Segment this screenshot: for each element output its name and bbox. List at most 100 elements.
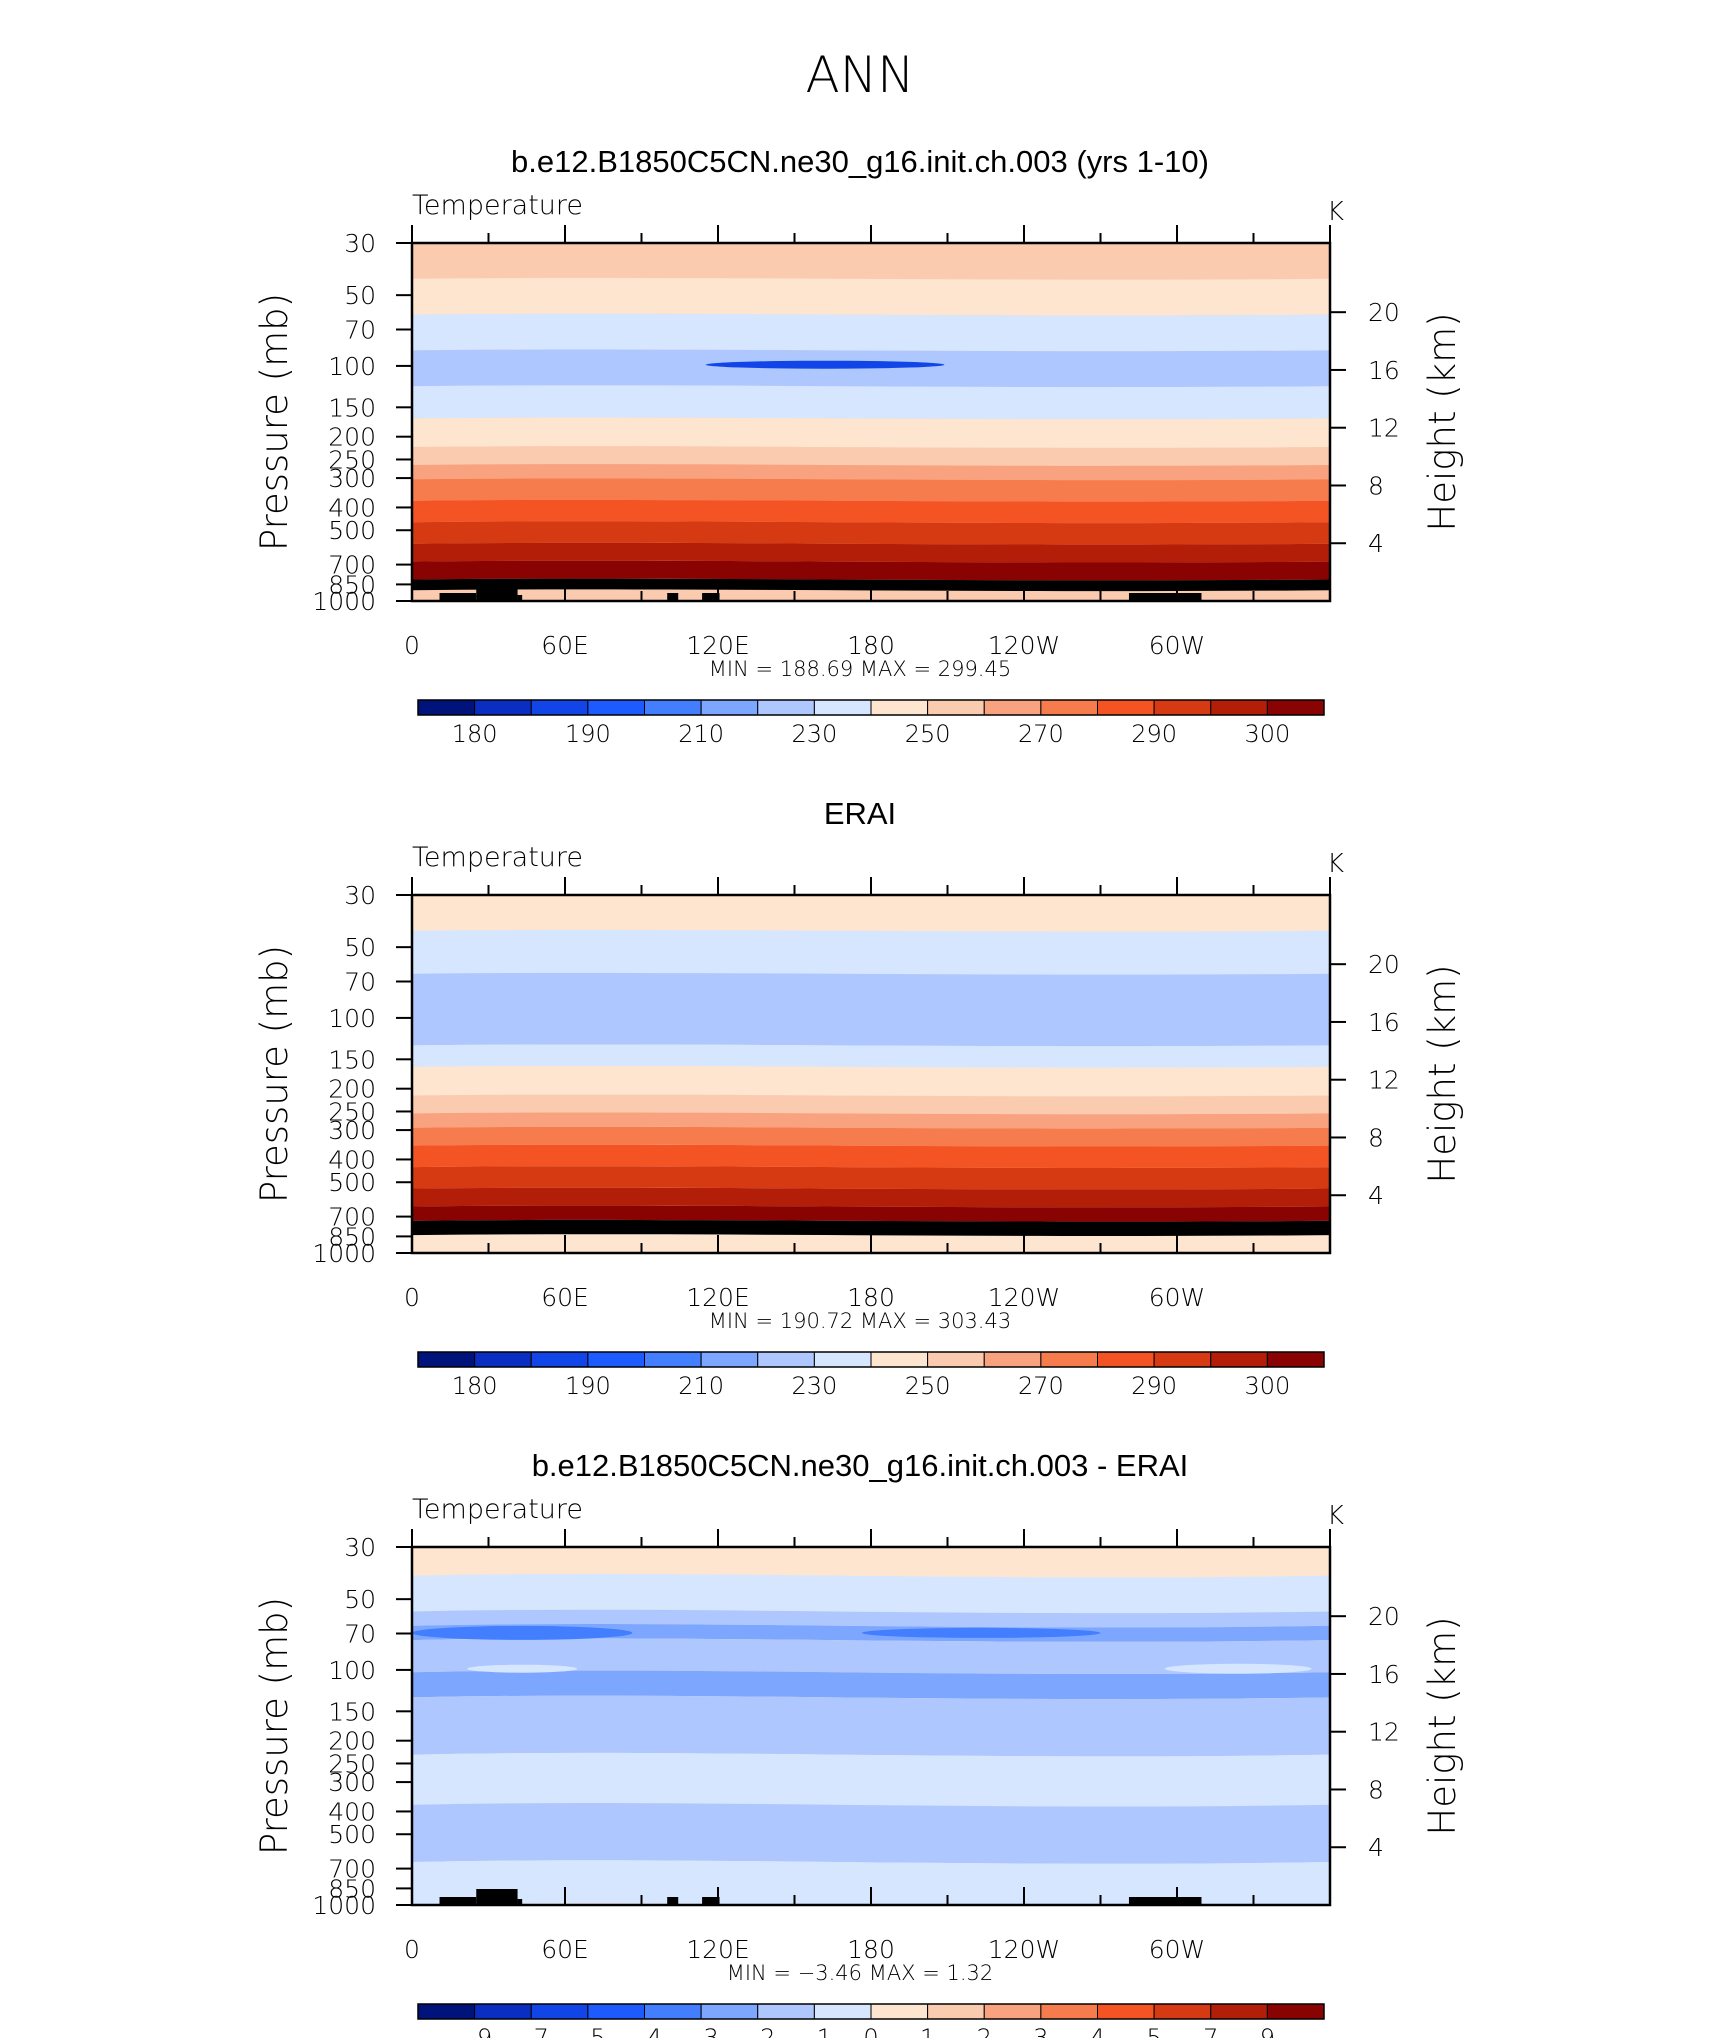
colorbar-cell (813, 699, 872, 716)
contour-band (412, 1547, 1330, 1578)
topography (476, 585, 518, 601)
colorbar-cell (1040, 699, 1098, 716)
y-tick-label: 500 (328, 1168, 376, 1197)
y-tick-label: 200 (328, 1727, 376, 1756)
contour-band (412, 1112, 1330, 1129)
contour-band (412, 929, 1330, 975)
y-axis-label: Pressure (mb) (253, 1597, 296, 1855)
contour-band (412, 1126, 1330, 1147)
colorbar-cell (1266, 2003, 1325, 2020)
y-tick-label: 1000 (312, 587, 376, 616)
anomaly-blob (412, 1625, 633, 1640)
x-tick-label: 180 (847, 1283, 895, 1312)
contour-band (412, 542, 1330, 563)
colorbar-frame (417, 1351, 1325, 1368)
colorbar-label: 250 (905, 720, 951, 748)
y-tick-right-label: 12 (1368, 1066, 1400, 1095)
colorbar-cell (1097, 2003, 1155, 2020)
colorbar-label: 190 (565, 1372, 611, 1400)
colorbar-label: 300 (1244, 1372, 1290, 1400)
contour-band (412, 1609, 1330, 1628)
colorbar-cell (474, 1351, 532, 1368)
y-tick-label: 250 (328, 1749, 376, 1778)
colorbar-label: 5 (1146, 2024, 1161, 2038)
y-tick-right-label: 20 (1368, 298, 1400, 327)
y-tick-label: 300 (328, 1116, 376, 1145)
colorbar-label: 230 (791, 1372, 837, 1400)
y-tick-label: 150 (328, 1045, 376, 1074)
chart-panel-2: ERAI Temperature K 0 60E 120E 180 120W 60W MIN = … (253, 796, 1464, 1400)
colorbar-label: −1 (797, 2024, 832, 2038)
y-tick-right-label: 8 (1368, 1123, 1384, 1152)
anomaly-blob (412, 1707, 642, 1744)
colorbar-label: 0 (863, 2024, 878, 2038)
contour-band (412, 895, 1330, 932)
topography (476, 1889, 518, 1905)
topography (517, 1899, 523, 1905)
contour-band (412, 464, 1330, 481)
contour-band (412, 560, 1330, 581)
y-tick-label: 400 (328, 493, 376, 522)
contour-band (412, 446, 1330, 466)
y-tick-right-label: 8 (1368, 1775, 1384, 1804)
y-tick-label: 250 (328, 1097, 376, 1126)
colorbar-cell (1210, 2003, 1268, 2020)
panel-title: ERAI (824, 796, 896, 831)
x-tick-label: 60W (1149, 1283, 1206, 1312)
y-tick-label: 500 (328, 516, 376, 545)
colorbar-cell (417, 1351, 476, 1368)
y-tick-label: 30 (344, 229, 376, 258)
contour-band (412, 1752, 1330, 1807)
y-tick-label: 300 (328, 1768, 376, 1797)
y-tick-right-label: 20 (1368, 1602, 1400, 1631)
cold-tropopause-core (705, 360, 945, 369)
y-tick-label: 100 (328, 1656, 376, 1685)
y-tick-label: 200 (328, 1075, 376, 1104)
contour-band (412, 417, 1330, 448)
colorbar-cell (644, 2003, 702, 2020)
colorbar-label: −9 (457, 2024, 492, 2038)
y-tick-label: 50 (344, 933, 376, 962)
x-tick-label: 0 (404, 631, 420, 660)
y-tick-right-label: 16 (1368, 1660, 1400, 1689)
units-label: K (1327, 197, 1344, 227)
y-axis-label: Pressure (mb) (253, 293, 296, 551)
contour-band (412, 1094, 1330, 1115)
colorbar-cell (530, 2003, 589, 2020)
anomaly-blob (1164, 1663, 1312, 1674)
x-tick-label: 180 (847, 631, 895, 660)
anomaly-blob (467, 1664, 578, 1673)
topography (667, 593, 679, 601)
colorbar-cell (587, 2003, 645, 2020)
y-axis-right-label: Height (km) (1421, 964, 1464, 1183)
colorbar-cell (1153, 699, 1212, 716)
x-tick-label: 120W (988, 631, 1060, 660)
y-tick-right-label: 4 (1368, 529, 1384, 558)
colorbar-label: 3 (1033, 2024, 1048, 2038)
colorbar-cell (870, 2003, 929, 2020)
colorbar-cell (1097, 699, 1155, 716)
anomaly-blob (861, 1627, 1101, 1638)
units-label: K (1327, 1501, 1344, 1531)
y-tick-label: 300 (328, 464, 376, 493)
x-tick-label: 0 (404, 1935, 420, 1964)
plot-area (412, 895, 1330, 1253)
y-tick-label: 150 (328, 393, 376, 422)
y-tick-label: 700 (328, 1855, 376, 1884)
x-tick-label: 60W (1149, 1935, 1206, 1964)
topography (1128, 593, 1202, 601)
colorbar-cell (757, 699, 815, 716)
y-tick-label: 200 (328, 423, 376, 452)
colorbar-label: −7 (514, 2024, 549, 2038)
colorbar-label: −5 (570, 2024, 605, 2038)
y-tick-label: 70 (344, 1620, 376, 1649)
y-tick-right-label: 16 (1368, 1008, 1400, 1037)
colorbar-cell (757, 2003, 815, 2020)
y-tick-right-label: 4 (1368, 1181, 1384, 1210)
colorbar-cell (927, 2003, 985, 2020)
variable-label: Temperature (412, 842, 583, 873)
contour-band (412, 478, 1330, 502)
colorbar-cell (1040, 2003, 1098, 2020)
y-axis-right-label: Height (km) (1421, 312, 1464, 531)
